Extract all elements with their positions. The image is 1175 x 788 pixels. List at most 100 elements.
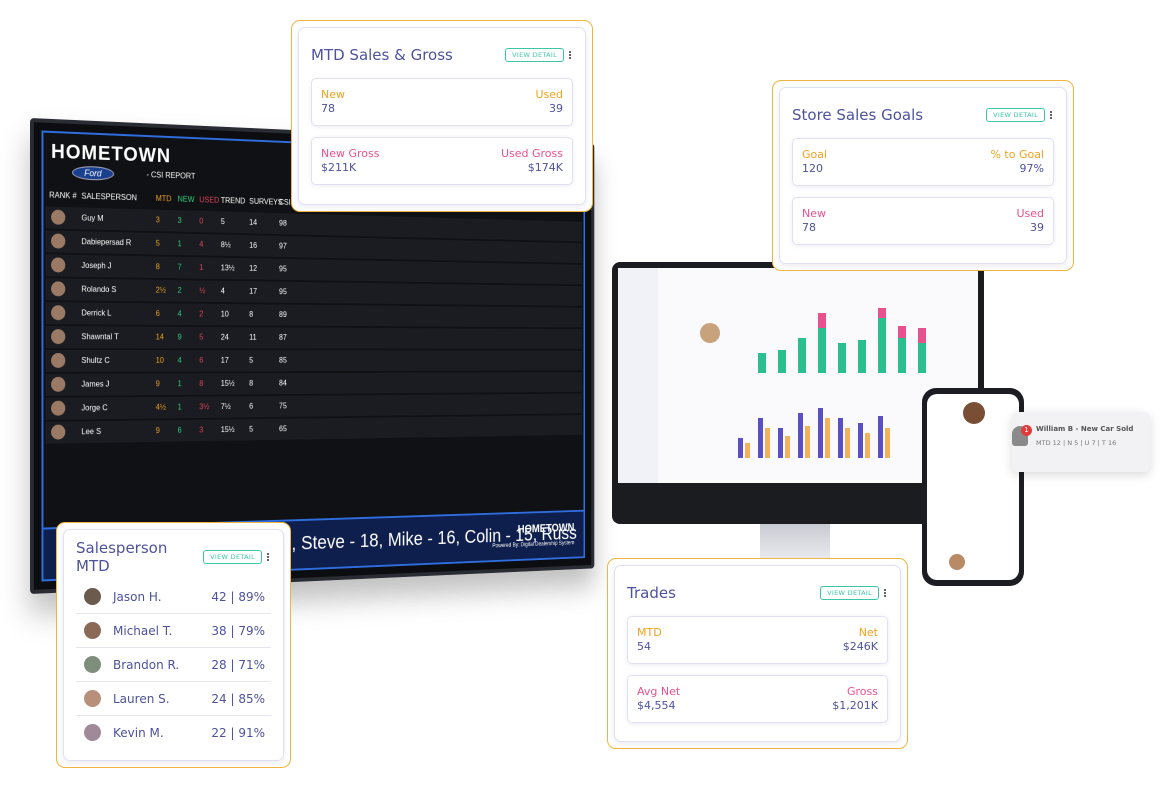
phone [922,388,1024,586]
cell-mtd: 2½ [155,285,166,295]
kpi-value: $4,554 [637,699,676,712]
cell-surveys: 5 [249,356,254,365]
rank-avatar [51,353,66,368]
kpi-label: Gross [847,685,878,698]
kpi-value: 78 [802,221,816,234]
kpi-label: New Gross [321,147,380,160]
kpi-value: 120 [802,162,823,175]
kpi-label: % to Goal [990,148,1044,161]
sidebar [618,268,658,483]
kpi-label: Goal [802,148,828,161]
row-bg [45,372,583,396]
trades-card: Trades VIEW DETAIL MTD 54 Net $246K Avg Net $4,… [607,558,908,749]
cell-surveys: 5 [249,424,254,434]
view-detail-button[interactable]: VIEW DETAIL [820,586,879,600]
cell-surveys: 14 [249,218,258,227]
kpi-label: New [321,88,345,101]
person-name: Lauren S. [113,691,170,706]
avatar [84,690,101,707]
kpi-item: Net $246K [843,626,878,654]
view-detail-button[interactable]: VIEW DETAIL [505,48,564,62]
salesperson: Joseph J [81,260,112,271]
menu-dots[interactable] [569,54,571,56]
rank-avatar [51,376,66,392]
cell-surveys: 6 [249,401,254,411]
cell-new: 2 [177,286,182,295]
phone-avatar [963,402,985,424]
menu-dots[interactable] [267,556,269,558]
cell-mtd: 3 [155,215,160,225]
row-bg [45,326,583,349]
notification-stats: MTD 12 | N 5 | U 7 | T 16 [1036,439,1117,447]
cell-used: 0 [199,216,204,226]
avatar [84,724,101,741]
chart-bars-top [818,308,926,343]
card-body: Trades VIEW DETAIL MTD 54 Net $246K Avg Net $4,… [614,565,901,742]
ticker-brand: HOMETOWN [517,520,575,536]
kpi-value: $246K [842,640,878,653]
kpi-item: Used Gross $174K [501,147,563,175]
card-header: Salesperson MTD VIEW DETAIL [76,539,271,575]
menu-dots[interactable] [1050,114,1052,116]
cell-used: 4 [199,239,204,249]
cell-mtd: 10 [155,356,164,365]
notification-title: William B - New Car Sold [1036,425,1134,433]
cell-surveys: 16 [249,241,258,250]
chart-bars [758,318,926,373]
notification-badge: 1 [1021,425,1032,436]
menu-dots[interactable] [884,592,886,594]
kpi-item: Used 39 [1016,207,1044,235]
cell-csi: 97 [279,241,287,251]
kpi-box: Goal 120 % to Goal 97% [792,138,1054,186]
cell-new: 4 [177,309,182,319]
view-detail-button[interactable]: VIEW DETAIL [203,550,262,564]
kpi-label: Avg Net [637,685,681,698]
card-title: MTD Sales & Gross [311,46,453,64]
person-row: Lauren S. 24 | 85% [76,682,271,716]
kpi-value: 54 [637,640,651,653]
person-name: Michael T. [113,623,173,638]
cell-mtd: 4½ [155,402,166,412]
cell-mtd: 6 [155,309,160,318]
kpi-value: $211K [321,161,357,174]
cell-trend: 24 [220,332,229,342]
kpi-box: New Gross $211K Used Gross $174K [311,137,573,185]
salesperson: Shawntal T [81,332,119,342]
monitor-stand [760,524,830,564]
cell-surveys: 17 [249,287,258,296]
avatar [84,656,101,673]
kpi-item: MTD 54 [637,626,662,654]
kpi-value: 78 [321,102,335,115]
kpi-box: MTD 54 Net $246K [627,616,888,664]
person-row: Kevin M. 22 | 91% [76,716,271,749]
kpi-value: $174K [527,161,563,174]
salesperson: Lee S [81,427,102,437]
person-row: Brandon R. 28 | 71% [76,648,271,682]
kpi-label: Used [1016,207,1044,220]
cell-new: 4 [177,356,182,365]
kpi-item: New Gross $211K [321,147,380,175]
kpi-value: 97% [1019,162,1044,175]
cell-trend: 15½ [220,379,235,388]
salesperson: Jorge C [81,403,108,413]
cell-trend: 4 [220,286,225,296]
view-detail-button[interactable]: VIEW DETAIL [986,108,1045,122]
cell-surveys: 12 [249,264,258,273]
card-header: Trades VIEW DETAIL [627,580,888,606]
person-stats: 22 | 91% [211,725,265,740]
cell-used: 8 [199,379,204,388]
cell-csi: 95 [279,287,287,297]
kpi-item: New 78 [321,88,345,116]
kpi-item: Avg Net $4,554 [637,685,680,713]
card-body: Salesperson MTD VIEW DETAIL Jason H. 42 | 8… [63,529,284,761]
cell-used: ½ [199,286,206,296]
salesperson: Rolando S [81,284,117,295]
person-stats: 38 | 79% [211,623,265,638]
kpi-label: MTD [637,626,662,639]
cell-csi: 95 [279,264,287,274]
person-row: Jason H. 42 | 89% [76,580,271,614]
rank-avatar [51,233,66,249]
cell-trend: 13½ [220,263,235,273]
cell-csi: 98 [279,218,287,228]
